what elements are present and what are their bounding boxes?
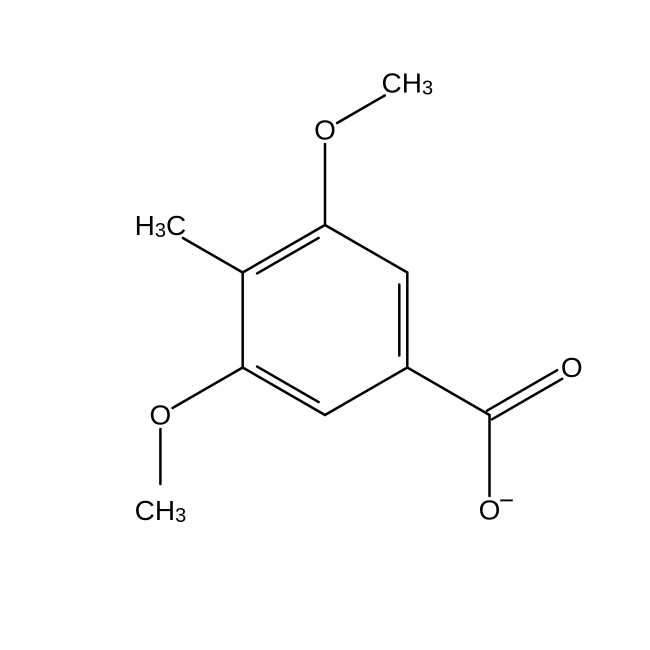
atom-label-O3: O [150,400,172,431]
atom-label-CH3_4: H3C [135,210,187,243]
atom-label-O1b: O [479,495,501,526]
atom-label-O1a: O [561,352,583,383]
atom-label-CH3_3: CH3 [135,495,187,528]
atom-label-CH3_5: CH3 [382,67,434,100]
atom-label-O5: O [314,115,336,146]
charge-minus: − [499,485,514,515]
